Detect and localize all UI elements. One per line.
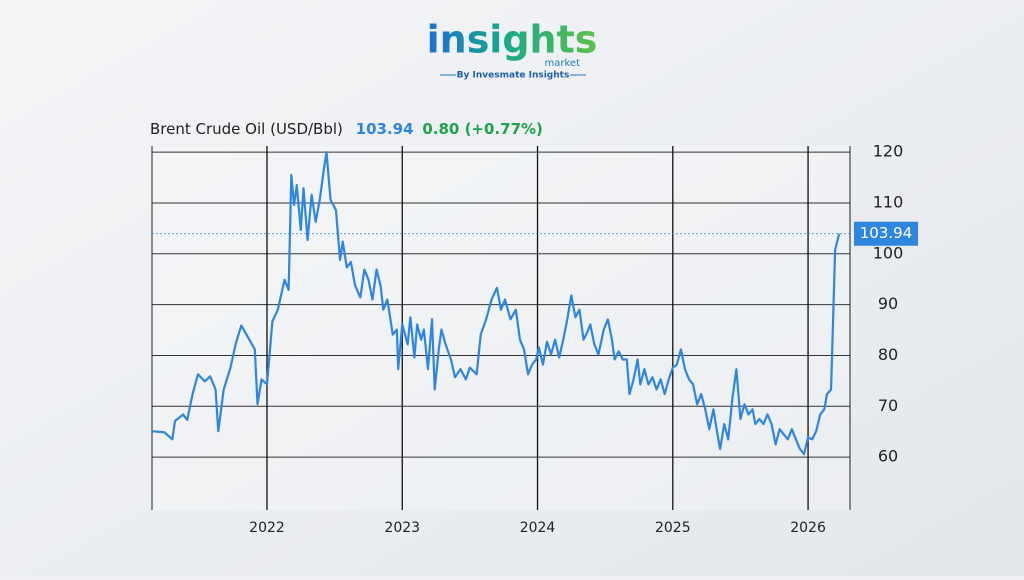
- change: 0.80 (+0.77%): [422, 120, 543, 138]
- logo-tagline: By Invesmate Insights: [457, 71, 570, 81]
- x-tick-label: 2023: [384, 520, 420, 536]
- plot-area: [152, 146, 850, 510]
- chart-title: Brent Crude Oil (USD/Bbl): [150, 120, 343, 138]
- y-tick-label: 80: [878, 345, 898, 364]
- chart-header: Brent Crude Oil (USD/Bbl) 103.94 0.80 (+…: [150, 120, 543, 138]
- x-tick-label: 2026: [790, 520, 826, 536]
- y-tick-label: 70: [878, 396, 898, 415]
- y-tick-label: 110: [873, 192, 904, 211]
- y-tick-label: 90: [878, 294, 898, 313]
- y-tick-label: 100: [873, 243, 904, 262]
- price-line: [151, 151, 841, 456]
- last-price-label: 103.94: [860, 224, 913, 242]
- plot: 60 70 80 90 100 110 120 2022 2023 2024 2025 2026 103…: [151, 142, 918, 536]
- price: 103.94: [356, 120, 414, 138]
- y-tick-label: 120: [873, 142, 904, 161]
- x-tick-label: 2022: [249, 520, 285, 536]
- last-price-badge: [854, 221, 918, 246]
- x-tick-label: 2025: [655, 520, 691, 536]
- logo-sub: market: [545, 58, 581, 69]
- logo-brand: insights: [427, 18, 598, 62]
- y-tick-label: 60: [878, 447, 898, 466]
- x-tick-label: 2024: [520, 520, 556, 536]
